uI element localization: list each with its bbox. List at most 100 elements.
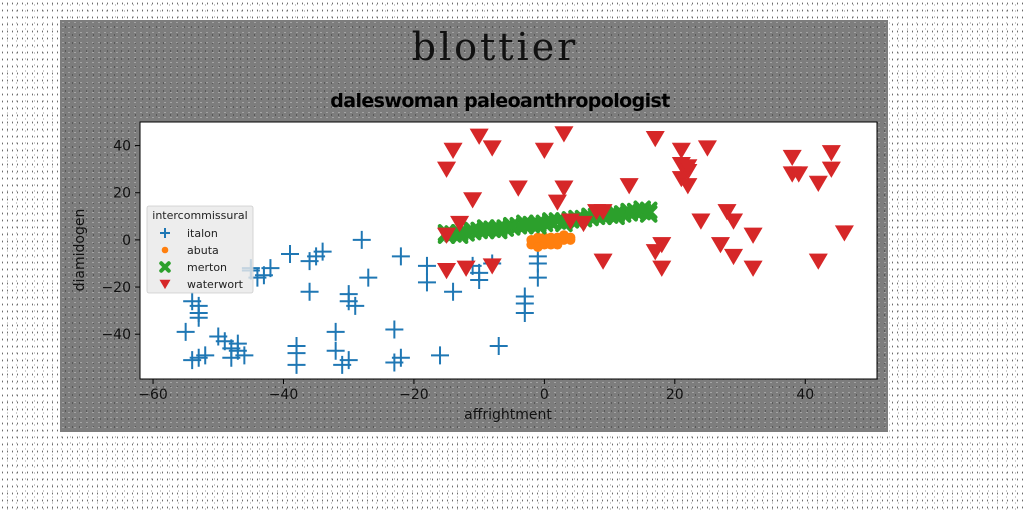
- point-waterwort: [443, 142, 463, 159]
- point-italon: [189, 308, 208, 327]
- plot-area: [139, 121, 878, 380]
- point-waterwort: [743, 260, 763, 277]
- point-waterwort: [482, 140, 502, 157]
- point-waterwort: [808, 253, 828, 270]
- point-italon: [417, 256, 436, 275]
- legend: intercommissural italon abuta merton waterw…: [146, 205, 254, 294]
- point-italon: [444, 282, 463, 301]
- point-waterwort: [437, 161, 457, 178]
- point-merton: [529, 216, 547, 235]
- point-waterwort: [450, 215, 470, 233]
- point-waterwort: [743, 227, 763, 244]
- point-italon: [470, 270, 489, 289]
- y-tick-label: 40: [113, 139, 131, 155]
- point-abuta: [565, 234, 576, 245]
- point-italon: [391, 348, 410, 367]
- point-waterwort: [456, 260, 476, 277]
- x-axis-label: affrightment: [464, 407, 552, 423]
- point-italon: [515, 303, 534, 322]
- x-tick-label: 40: [796, 387, 814, 403]
- point-waterwort: [808, 175, 828, 192]
- point-waterwort: [723, 248, 744, 266]
- point-italon: [391, 247, 410, 266]
- point-waterwort: [652, 260, 672, 277]
- point-waterwort: [554, 126, 574, 143]
- point-italon: [359, 268, 378, 287]
- point-waterwort: [671, 142, 691, 159]
- x-tick-label: 0: [540, 387, 549, 403]
- point-italon: [222, 348, 241, 367]
- point-waterwort: [573, 215, 594, 233]
- y-tick-label: −20: [101, 280, 131, 296]
- point-waterwort: [717, 204, 737, 221]
- point-waterwort: [482, 258, 502, 275]
- chart-title: daleswoman paleoanthropologist: [330, 90, 670, 112]
- point-italon: [300, 282, 319, 301]
- point-merton: [607, 207, 625, 226]
- point-merton: [639, 205, 658, 223]
- point-italon: [326, 341, 345, 360]
- point-waterwort: [437, 227, 457, 244]
- point-waterwort: [554, 180, 574, 197]
- point-italon: [431, 346, 450, 365]
- x-tick-label: 20: [666, 387, 684, 403]
- series-abuta: [526, 230, 576, 252]
- point-italon: [235, 346, 254, 365]
- point-waterwort: [834, 225, 854, 242]
- point-waterwort: [678, 159, 698, 176]
- point-waterwort: [469, 128, 489, 145]
- legend-marker-waterwort: [159, 279, 171, 290]
- x-axis: −60 −40 −20 0 20 40: [138, 379, 814, 403]
- point-waterwort: [593, 204, 613, 221]
- point-waterwort: [534, 142, 554, 159]
- series-waterwort: [437, 126, 854, 280]
- legend-label-italon: italon: [187, 227, 218, 240]
- point-waterwort: [547, 194, 567, 211]
- point-waterwort: [678, 178, 698, 195]
- legend-title: intercommissural: [152, 209, 247, 222]
- point-merton: [489, 221, 508, 240]
- legend-entries: italon abuta merton waterwort: [159, 227, 244, 291]
- legend-marker-abuta: [161, 246, 169, 254]
- point-waterwort: [691, 213, 711, 230]
- y-axis: −40 −20 0 20 40: [101, 139, 140, 343]
- point-italon: [176, 322, 195, 341]
- point-italon: [385, 320, 404, 339]
- point-merton: [450, 226, 469, 244]
- point-italon: [326, 322, 345, 341]
- legend-box: [146, 205, 254, 294]
- y-tick-label: −40: [101, 327, 131, 343]
- point-italon: [346, 296, 365, 315]
- point-waterwort: [697, 140, 717, 157]
- legend-label-merton: merton: [187, 261, 227, 274]
- point-italon: [417, 273, 436, 292]
- x-tick-label: −60: [138, 387, 168, 403]
- point-italon: [196, 346, 215, 365]
- x-tick-label: −20: [399, 387, 429, 403]
- chart-suptitle: blottier: [412, 25, 579, 69]
- point-abuta: [552, 239, 563, 250]
- point-waterwort: [652, 237, 672, 254]
- point-waterwort: [645, 131, 665, 148]
- point-waterwort: [437, 263, 457, 280]
- series-italon: [176, 230, 547, 374]
- point-waterwort: [789, 166, 809, 183]
- point-italon: [287, 355, 306, 374]
- y-tick-label: 20: [113, 186, 131, 202]
- point-waterwort: [619, 178, 639, 195]
- scatter-chart: blottier daleswoman paleoanthropologist …: [72, 25, 878, 423]
- y-axis-label: diamidogen: [72, 209, 88, 292]
- y-tick-label: 0: [122, 233, 131, 249]
- point-waterwort: [821, 145, 841, 162]
- point-italon: [489, 336, 508, 355]
- point-waterwort: [463, 192, 483, 209]
- point-waterwort: [560, 213, 580, 230]
- point-italon: [313, 242, 332, 261]
- legend-label-waterwort: waterwort: [187, 278, 244, 291]
- point-italon: [254, 266, 273, 285]
- legend-marker-italon: [160, 228, 170, 238]
- point-waterwort: [710, 237, 730, 254]
- legend-marker-merton: [159, 261, 171, 273]
- point-italon: [281, 245, 300, 264]
- point-waterwort: [508, 180, 528, 197]
